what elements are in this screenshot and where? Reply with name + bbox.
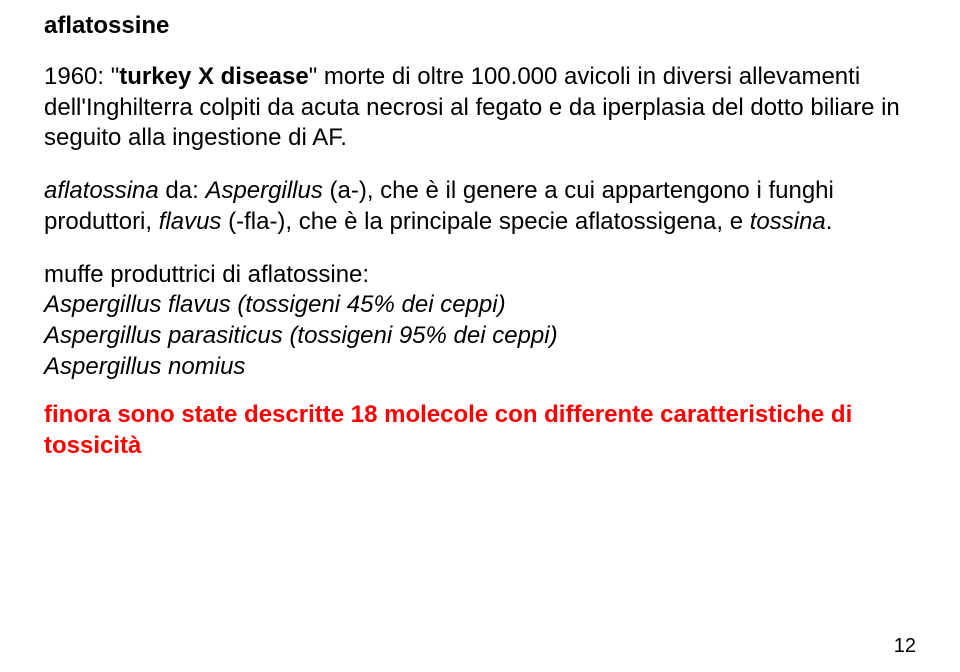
paragraph-1: 1960: "turkey X disease" morte di oltre … (44, 62, 916, 154)
paragraph-4: finora sono state descritte 18 molecole … (44, 400, 916, 461)
p4-highlight: finora sono state descritte 18 molecole … (44, 401, 852, 459)
title-text: aflatossine (44, 12, 169, 39)
page-title: aflatossine (44, 12, 916, 40)
p1-disease-name: turkey X disease (119, 63, 308, 90)
p3-line-3: Aspergillus parasiticus (tossigeni 95% d… (44, 322, 558, 349)
p3-line-2: Aspergillus flavus (tossigeni 45% dei ce… (44, 291, 506, 318)
p3-line-4: Aspergillus nomius (44, 353, 245, 380)
p2-period: . (826, 208, 833, 235)
p2-text-3: (-fla-), che è la principale specie afla… (221, 208, 749, 235)
p1-prefix: 1960: " (44, 63, 119, 90)
p2-term-flavus: flavus (159, 208, 222, 235)
slide-page: aflatossine 1960: "turkey X disease" mor… (0, 0, 960, 672)
page-number: 12 (894, 635, 916, 658)
p2-term-tossina: tossina (750, 208, 826, 235)
p2-term-aspergillus: Aspergillus (205, 177, 322, 204)
p3-line-1: muffe produttrici di aflatossine: (44, 261, 369, 288)
p2-text-1: da: (159, 177, 206, 204)
paragraph-3: muffe produttrici di aflatossine: Asperg… (44, 260, 916, 383)
p2-term-aflatossina: aflatossina (44, 177, 159, 204)
paragraph-2: aflatossina da: Aspergillus (a-), che è … (44, 176, 916, 237)
